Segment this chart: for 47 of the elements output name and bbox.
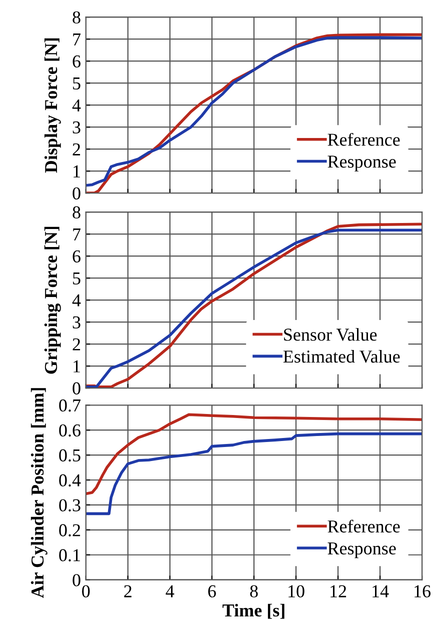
legend-label: Sensor Value <box>284 328 377 341</box>
y-tick-label: 0.1 <box>59 549 80 562</box>
y-tick-label: 2 <box>72 143 80 156</box>
y-axis-title: Gripping Force [N] <box>44 226 61 374</box>
x-axis-title: Time [s] <box>222 604 284 619</box>
legend-label: Reference <box>328 132 400 146</box>
y-tick-label: 5 <box>73 78 80 90</box>
y-tick-label: 0 <box>72 574 80 586</box>
y-tick-label: 0.2 <box>59 524 80 536</box>
legend-label: Response <box>328 156 396 172</box>
y-tick-label: 0.6 <box>59 424 80 437</box>
legend-label: Reference <box>328 520 400 533</box>
y-tick-label: 3 <box>72 121 80 134</box>
x-tick-label: 16 <box>414 585 431 598</box>
y-tick-label: 7 <box>73 34 81 46</box>
y-tick-label: 1 <box>74 165 80 178</box>
y-tick-label: 6 <box>72 250 80 262</box>
y-tick-label: 0 <box>72 187 80 200</box>
y-tick-label: 2 <box>72 338 80 350</box>
x-tick-label: 4 <box>166 585 174 598</box>
y-tick-label: 8 <box>72 11 80 24</box>
y-axis-title: Display Force [N] <box>44 38 61 173</box>
y-tick-label: 0.5 <box>59 449 80 462</box>
line-series <box>86 413 422 496</box>
y-tick-label: 5 <box>73 272 80 284</box>
x-tick-label: 8 <box>250 585 258 598</box>
y-tick-label: 4 <box>72 99 81 112</box>
y-tick-label: 7 <box>73 228 81 240</box>
x-tick-label: 14 <box>372 585 389 598</box>
y-tick-label: 1 <box>74 360 80 372</box>
legend-label: Response <box>328 542 396 558</box>
y-tick-label: 0.3 <box>59 499 80 512</box>
x-tick-label: 6 <box>208 585 216 598</box>
x-tick-label: 2 <box>124 585 132 598</box>
x-tick-label: 0 <box>82 585 90 598</box>
y-tick-label: 0.4 <box>59 474 81 487</box>
x-tick-label: 12 <box>330 585 346 598</box>
y-tick-label: 6 <box>72 55 80 68</box>
line-series <box>86 432 422 516</box>
y-tick-label: 0 <box>72 382 80 394</box>
y-tick-label: 0.7 <box>59 399 81 412</box>
y-tick-label: 3 <box>72 316 80 328</box>
y-tick-label: 4 <box>72 294 81 306</box>
x-tick-label: 10 <box>288 585 304 598</box>
y-axis-title: Air Cylinder Position [mm] <box>30 388 48 598</box>
legend-label: Estimated Value <box>283 350 400 363</box>
y-tick-label: 8 <box>72 206 80 218</box>
